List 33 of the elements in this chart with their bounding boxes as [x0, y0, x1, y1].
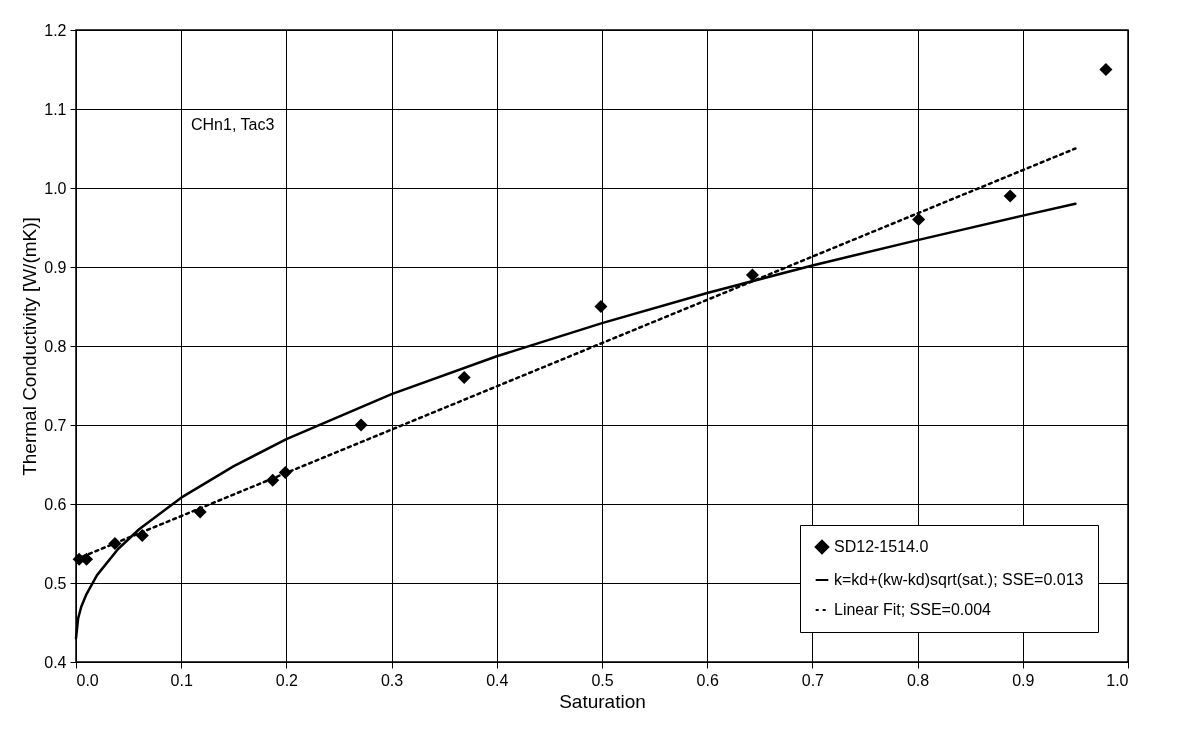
x-tick-label: 0.6 — [696, 671, 719, 689]
legend-label: Linear Fit; SSE=0.004 — [834, 601, 992, 618]
point — [457, 371, 471, 385]
y-tick-label: 0.4 — [44, 653, 67, 671]
y-tick-label: 0.7 — [44, 416, 67, 434]
y-tick-label: 1.0 — [44, 179, 67, 197]
annotation: CHn1, Tac3 — [191, 116, 275, 133]
y-tick-label: 0.8 — [44, 337, 67, 355]
x-tick-label: 0.1 — [170, 671, 193, 689]
y-tick-label: 1.1 — [44, 100, 67, 118]
x-tick-label: 0.5 — [591, 671, 614, 689]
x-tick-label: 1.0 — [1106, 671, 1129, 689]
x-axis-title: Saturation — [559, 690, 646, 712]
x-tick-label: 0.0 — [76, 671, 99, 689]
x-tick-label: 0.4 — [486, 671, 509, 689]
y-tick-label: 0.6 — [44, 495, 67, 513]
y-axis-title: Thermal Conductivity [W/(mK)] — [19, 217, 41, 476]
point — [912, 213, 926, 227]
x-tick-label: 0.8 — [906, 671, 930, 689]
point — [354, 418, 368, 432]
point — [1099, 62, 1113, 77]
x-tick-label: 0.3 — [380, 671, 404, 689]
point — [1003, 189, 1017, 203]
legend-label: SD12-1514.0 — [834, 538, 929, 555]
legend-label: k=kd+(kw-kd)sqrt(sat.); SSE=0.013 — [834, 571, 1084, 588]
point — [594, 299, 608, 314]
y-tick-label: 0.5 — [44, 574, 67, 592]
y-tick-label: 1.2 — [44, 21, 67, 39]
x-tick-label: 0.2 — [275, 671, 299, 689]
y-tick-label: 0.9 — [44, 258, 67, 276]
x-tick-label: 0.7 — [801, 671, 825, 689]
x-tick-label: 0.9 — [1012, 671, 1035, 689]
point — [745, 268, 759, 282]
